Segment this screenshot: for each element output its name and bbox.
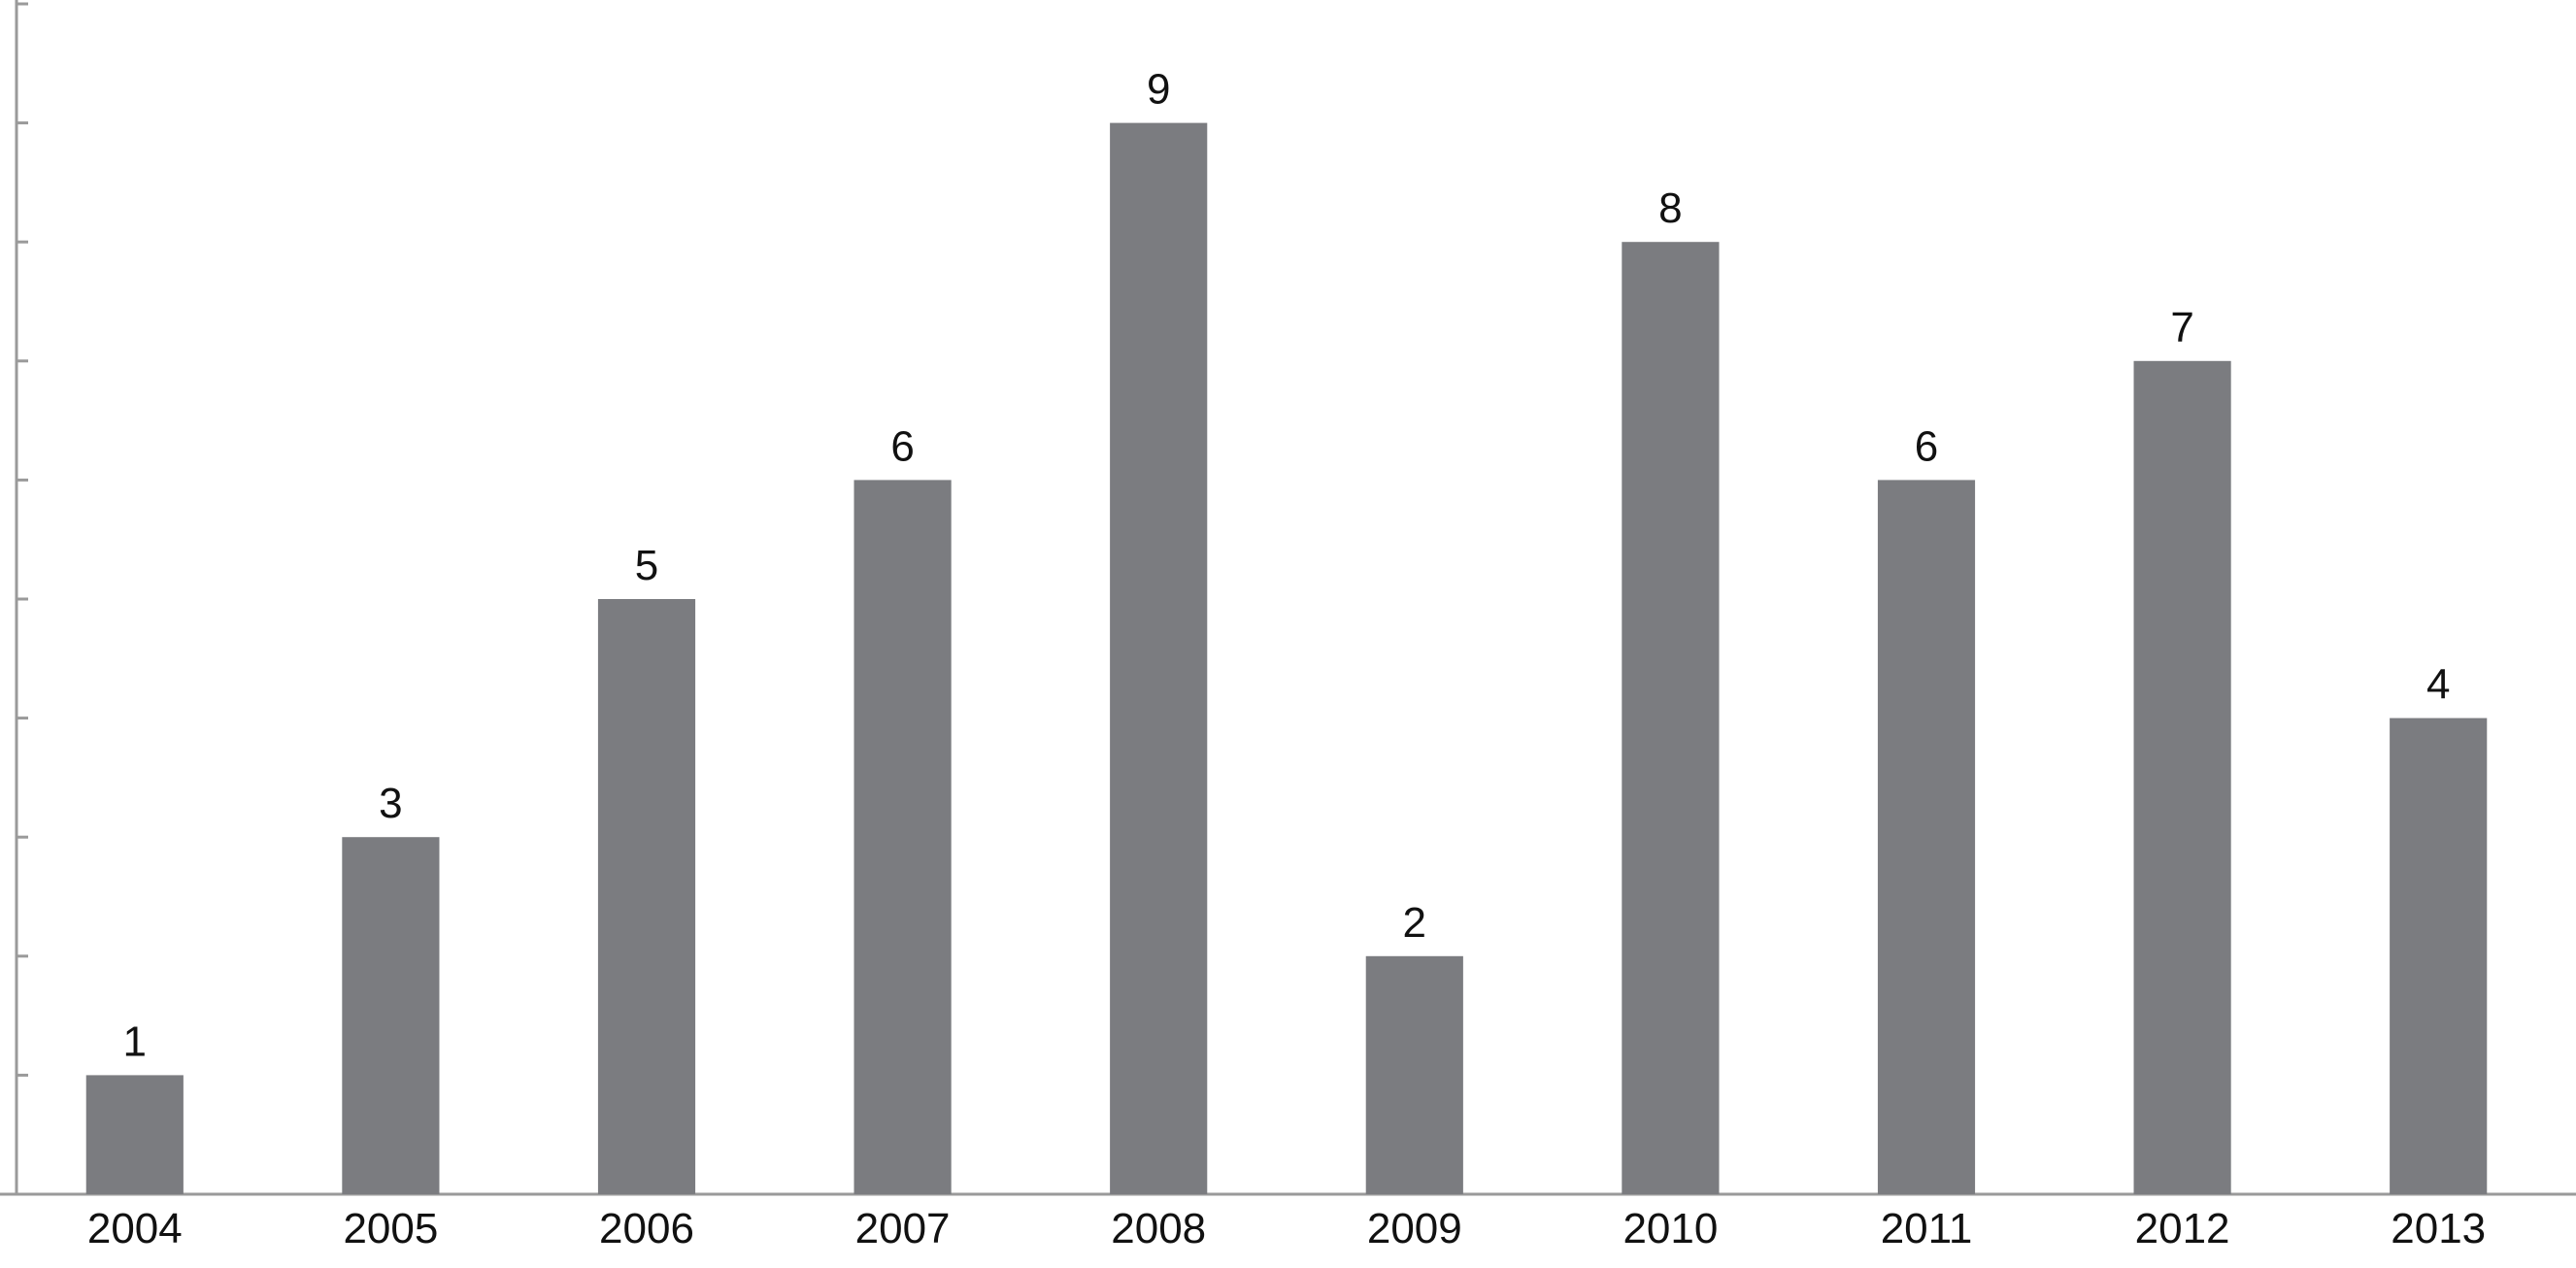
data-label: 6 [1915,422,1938,470]
bar [85,1075,184,1194]
data-label: 9 [1147,66,1170,114]
data-label: 7 [2170,304,2193,351]
data-label: 1 [123,1018,147,1065]
data-label: 6 [890,422,914,470]
data-label: 2 [1403,899,1426,947]
bar [1877,480,1976,1194]
data-label: 4 [2426,661,2450,709]
x-tick-label: 2005 [343,1205,438,1252]
x-tick-label: 2011 [1881,1205,1973,1252]
bar [853,480,952,1194]
data-label: 3 [379,780,402,827]
bar [2390,717,2488,1194]
bar [1365,955,1463,1194]
x-tick-label: 2010 [1623,1205,1718,1252]
x-tick-label: 2013 [2391,1205,2486,1252]
bar [1622,242,1720,1194]
x-tick-label: 2012 [2135,1205,2230,1252]
x-tick-label: 2007 [855,1205,951,1252]
x-tick-label: 2009 [1367,1205,1462,1252]
bar [1110,122,1208,1195]
x-tick-label: 2008 [1111,1205,1206,1252]
data-label: 8 [1658,184,1682,232]
data-label: 5 [635,542,658,589]
bar [342,837,440,1194]
x-tick-label: 2004 [87,1205,183,1252]
bar [2133,360,2231,1194]
x-tick-label: 2006 [599,1205,694,1252]
bar [597,599,696,1194]
